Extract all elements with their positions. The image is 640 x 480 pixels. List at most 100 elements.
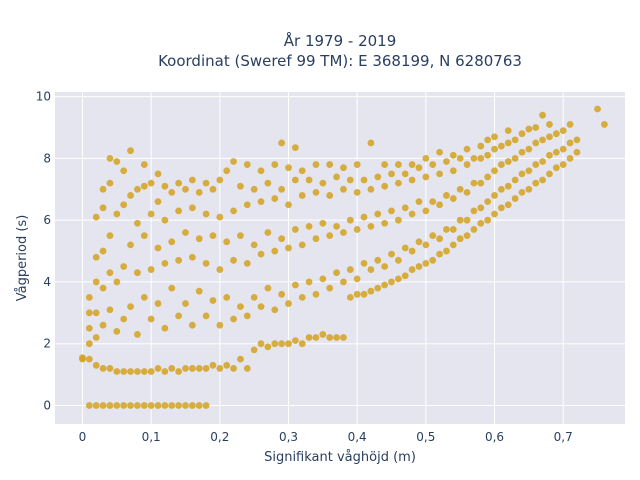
data-point — [257, 167, 265, 175]
data-point — [291, 281, 299, 289]
data-point — [168, 284, 176, 292]
data-point — [223, 167, 231, 175]
data-point — [285, 201, 292, 209]
data-point — [243, 161, 251, 168]
data-point — [497, 161, 505, 168]
data-point — [346, 216, 354, 224]
data-point — [216, 176, 224, 184]
data-point — [539, 158, 546, 165]
data-point — [415, 164, 423, 172]
x-tick-label: 0,7 — [554, 430, 573, 444]
data-point — [518, 170, 526, 178]
data-point — [175, 207, 183, 215]
data-point — [230, 315, 237, 323]
data-point — [264, 284, 272, 292]
data-point — [127, 192, 134, 199]
data-point — [546, 151, 553, 159]
data-point — [456, 185, 464, 193]
data-point — [237, 355, 244, 363]
data-point — [360, 213, 368, 221]
data-point — [552, 130, 560, 138]
data-point — [113, 368, 121, 375]
data-point — [85, 355, 93, 363]
data-point — [264, 179, 272, 187]
data-point — [312, 235, 320, 243]
data-point — [525, 167, 533, 175]
data-point — [140, 182, 148, 190]
data-point — [346, 266, 354, 273]
data-point — [429, 232, 437, 240]
data-point — [319, 275, 327, 283]
data-point — [127, 402, 134, 409]
data-point — [422, 241, 430, 249]
data-point — [106, 402, 114, 409]
data-point — [381, 281, 389, 289]
y-tick-label: 6 — [43, 213, 51, 227]
plot-background — [55, 92, 625, 424]
data-point — [477, 142, 485, 150]
data-point — [511, 136, 519, 144]
data-point — [182, 402, 189, 409]
data-point — [161, 368, 169, 375]
data-point — [264, 343, 272, 351]
data-point — [394, 256, 402, 264]
data-point — [216, 321, 224, 329]
data-point — [326, 334, 334, 341]
data-point — [539, 136, 546, 144]
data-point — [367, 222, 375, 230]
data-point — [312, 188, 320, 196]
tick-labels: 0 0,1 0,2 0,3 0,4 0,5 0,6 0,7 0 2 4 6 8 10 — [36, 90, 573, 444]
data-point — [161, 324, 169, 332]
data-point — [408, 210, 416, 218]
data-point — [449, 226, 457, 233]
data-point — [168, 188, 176, 196]
data-point — [497, 142, 505, 150]
data-point — [85, 402, 93, 409]
data-point — [147, 210, 155, 218]
data-point — [388, 207, 395, 215]
data-point — [161, 216, 169, 224]
data-point — [463, 188, 471, 196]
data-point — [202, 365, 210, 372]
data-point — [298, 167, 306, 175]
data-point — [237, 303, 244, 311]
data-point — [463, 216, 471, 224]
data-point — [539, 176, 546, 184]
data-point — [195, 188, 203, 196]
data-point — [182, 300, 189, 307]
data-point — [388, 250, 395, 258]
y-tick-label: 0 — [43, 398, 51, 412]
data-point — [518, 188, 526, 196]
data-point — [140, 293, 148, 301]
y-axis-title: Vågperiod (s) — [15, 215, 30, 302]
data-point — [566, 121, 574, 128]
data-point — [415, 238, 423, 246]
data-point — [429, 198, 437, 206]
data-point — [449, 167, 457, 175]
data-point — [168, 238, 176, 246]
data-point — [401, 170, 409, 178]
data-point — [120, 402, 128, 409]
data-point — [340, 185, 347, 193]
data-point — [491, 210, 498, 218]
data-point — [463, 232, 471, 240]
data-point — [367, 185, 375, 193]
data-point — [106, 365, 114, 372]
data-point — [298, 293, 306, 301]
data-point — [484, 216, 492, 224]
data-point — [401, 272, 409, 280]
data-point — [470, 207, 478, 215]
data-point — [340, 334, 347, 341]
data-point — [566, 155, 574, 162]
data-point — [113, 278, 121, 286]
data-point — [573, 136, 581, 144]
data-point — [484, 136, 492, 144]
data-point — [243, 201, 251, 209]
data-point — [230, 365, 237, 372]
data-point — [175, 368, 183, 375]
data-point — [559, 145, 567, 153]
data-point — [85, 309, 93, 317]
data-point — [278, 235, 286, 243]
data-point — [415, 198, 423, 206]
data-point — [456, 155, 464, 162]
